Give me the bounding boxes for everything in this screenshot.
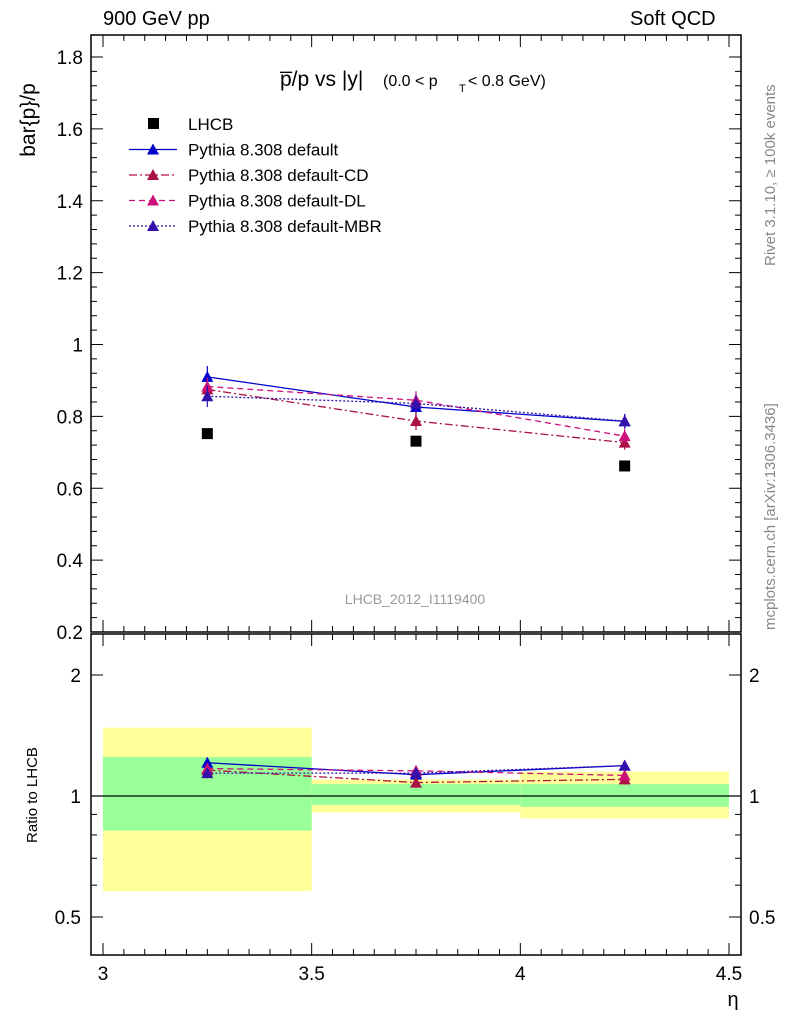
x-tick-label: 4 [515,964,526,985]
ratio-series-1-point [410,776,422,788]
legend-marker-lhcb [148,118,159,129]
x-axis-label: η [727,989,738,1011]
ratio-series-3-point [618,759,631,771]
data-point-lhcb [201,428,213,440]
chart-title-cut: (0.0 < p [383,73,438,90]
legend-label-4: Pythia 8.308 default-MBR [188,217,382,236]
series-3-point [618,430,631,442]
y-tick-label: 0.2 [57,623,83,644]
series-3-line [207,385,625,437]
y-tick-label: 1 [72,336,83,357]
legend-marker-2 [147,169,159,180]
ratio-y-tick-label: 1 [70,787,81,808]
ratio-y-tick-label-right: 1 [749,787,760,808]
series-2-point [410,415,422,427]
ratio-series-3-point [410,767,422,779]
x-tick-label: 4.5 [716,964,742,985]
ratio-y-tick-label: 0.5 [55,908,81,929]
legend-marker-3 [147,194,159,206]
energy-label: 900 GeV pp [103,8,210,30]
data-point-lhcb [410,435,422,447]
y-tick-label: 1.2 [57,264,83,285]
ratio-series-2-point [618,769,631,781]
process-label: Soft QCD [630,8,716,30]
legend-label-1: Pythia 8.308 default [188,141,339,160]
legend: LHCB Pythia 8.308 default Pythia 8.308 def… [129,115,382,236]
legend-label-3: Pythia 8.308 default-DL [188,192,366,211]
ratio-series-3-point [201,767,214,779]
legend-label-0: LHCB [188,115,233,134]
legend-label-2: Pythia 8.308 default-CD [188,166,369,185]
data-point-lhcb [619,460,631,472]
y-tick-label: 0.4 [57,551,84,572]
series-4-point [618,415,631,427]
ratio-y-tick-label-right: 2 [749,666,760,687]
y-tick-label: 1.8 [57,48,83,69]
legend-marker-1 [147,143,159,155]
series-4-point [410,397,422,409]
chart-title-cut-end: < 0.8 GeV) [468,73,546,90]
y-tick-label: 1.6 [57,120,83,141]
series-4-point [201,390,214,402]
x-tick-label: 3 [98,964,109,985]
ratio-series-0-point [201,756,214,768]
x-tick-label: 3.5 [298,964,324,985]
legend-marker-4 [147,220,159,231]
ratio-y-tick-label-right: 0.5 [749,908,775,929]
series-1-point [201,370,214,382]
y-axis-label: bar{p}/p [17,83,40,157]
ratio-y-axis-label: Ratio to LHCB [24,747,41,843]
main-plot: 0.2 0.4 0.6 0.8 1 1.2 1.4 1.6 1.8 bar{p}/p p̅/p vs… [17,34,742,644]
y-tick-label: 1.4 [57,192,84,213]
ratio-y-tick-label: 2 [70,666,81,687]
ratio-plot: 0.5 0.5 1 1 2 2 3 3.5 4 4.5 η Ratio to LHCB [24,633,775,1011]
chart-title-cut-sub: T [459,83,466,95]
y-tick-label: 0.6 [57,479,83,500]
chart-title: p̅/p vs |y| [279,68,363,91]
watermark: LHCB_2012_I1119400 [345,591,486,607]
uncertainty-band-green [311,784,521,805]
y-tick-label: 0.8 [57,407,83,428]
